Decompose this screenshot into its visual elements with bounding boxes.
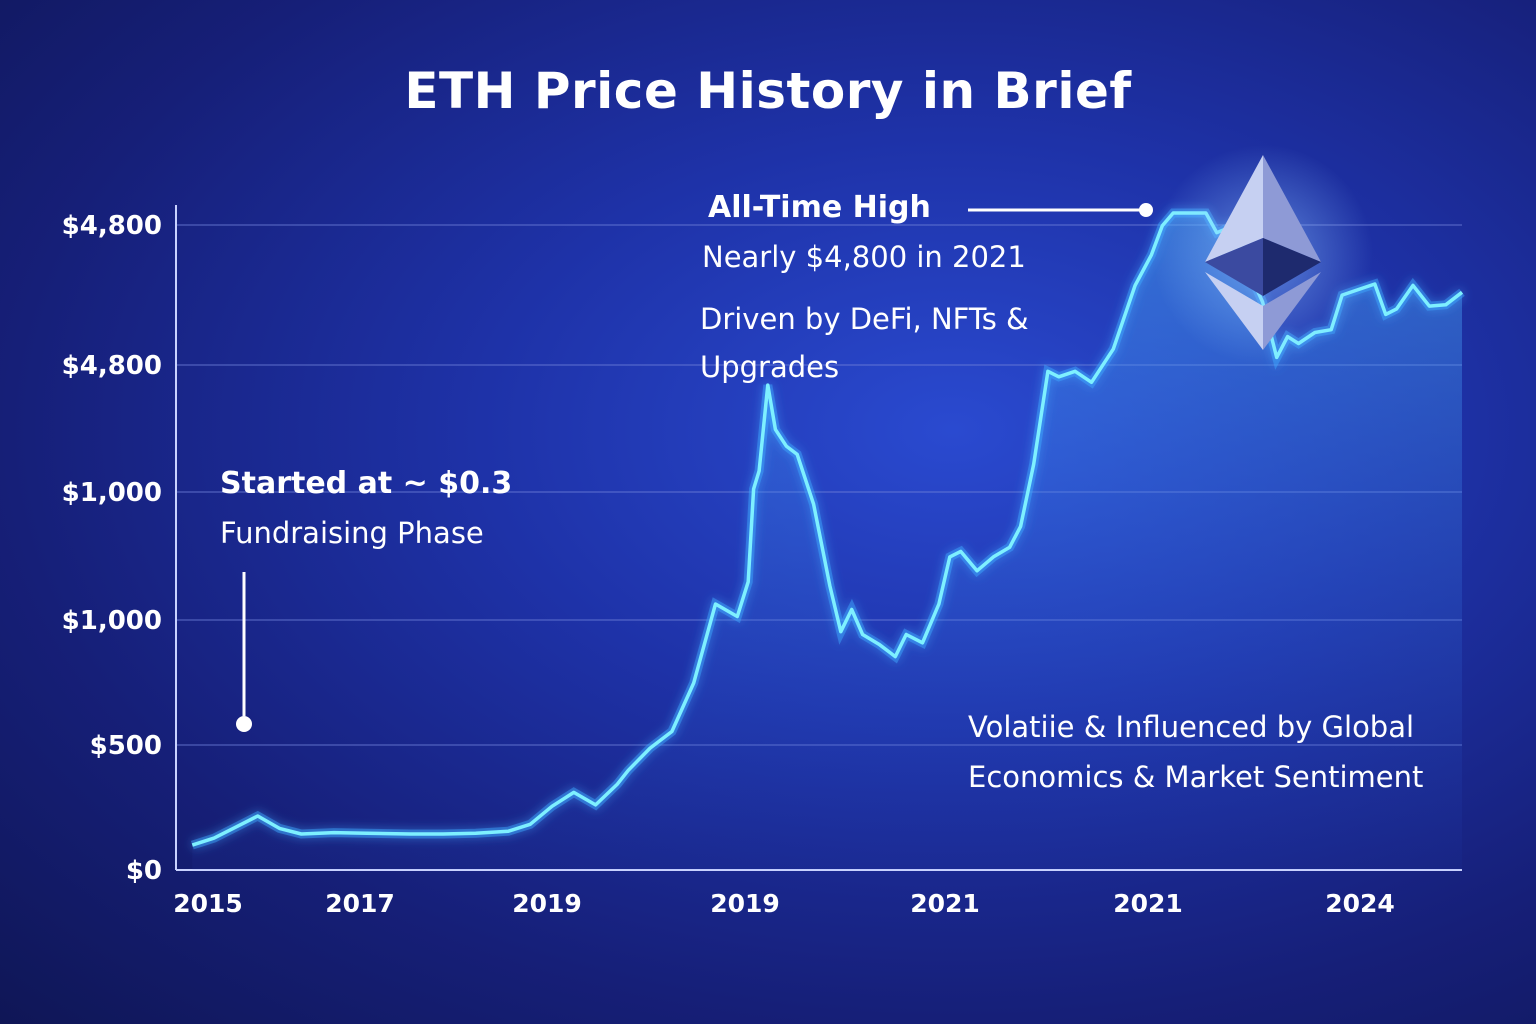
y-tick-label: $1,000 xyxy=(62,606,162,636)
y-tick-label: $500 xyxy=(90,731,162,761)
volatility-annotation: Volatiie & Influenced by Global Economic… xyxy=(968,710,1424,794)
y-tick-label: $0 xyxy=(126,856,162,886)
start-annotation-subtitle: Fundraising Phase xyxy=(220,516,484,550)
x-tick-label: 2017 xyxy=(325,889,395,918)
price-area xyxy=(192,213,1462,870)
x-tick-label: 2021 xyxy=(1113,889,1183,918)
x-tick-label: 2015 xyxy=(173,889,243,918)
ath-annotation-line1: Nearly $4,800 in 2021 xyxy=(702,240,1026,274)
y-tick-label: $4,800 xyxy=(62,351,162,381)
x-tick-label: 2019 xyxy=(710,889,780,918)
ethereum-logo-icon xyxy=(1153,145,1373,365)
ath-annotation-line2: Driven by DeFi, NFTs & Upgrades xyxy=(700,302,1029,384)
x-tick-label: 2019 xyxy=(512,889,582,918)
ath-marker-dot xyxy=(1139,203,1153,217)
ath-annotation-title: All-Time High xyxy=(708,190,931,225)
chart-title: ETH Price History in Brief xyxy=(404,62,1132,120)
y-tick-label: $4,800 xyxy=(62,211,162,241)
start-annotation-title: Started at ~ $0.3 xyxy=(220,466,513,501)
y-tick-label: $1,000 xyxy=(62,478,162,508)
x-tick-label: 2021 xyxy=(910,889,980,918)
start-marker-dot xyxy=(236,716,252,732)
x-tick-label: 2024 xyxy=(1325,889,1395,918)
